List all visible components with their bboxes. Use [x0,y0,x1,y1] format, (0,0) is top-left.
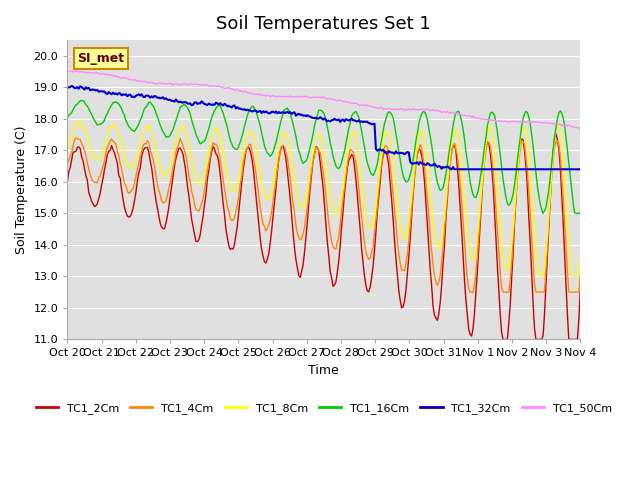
TC1_2Cm [499,336,507,342]
TC1_4Cm [345,153,353,159]
TC1_32Cm [448,167,456,172]
TC1_4Cm [467,289,474,295]
TC1_2Cm [454,166,461,171]
TC1_8Cm [609,274,617,279]
TC1_50Cm [536,120,544,126]
TC1_50Cm [83,70,91,76]
TC1_8Cm [346,135,354,141]
TC1_16Cm [536,201,544,207]
TC1_8Cm [100,143,108,148]
TC1_2Cm [611,295,618,300]
TC1_2Cm [99,175,107,181]
TC1_50Cm [611,131,618,137]
TC1_32Cm [100,89,108,95]
TC1_8Cm [83,135,91,141]
TC1_2Cm [63,179,71,184]
TC1_50Cm [609,132,617,137]
TC1_32Cm [611,167,618,172]
Line: TC1_50Cm: TC1_50Cm [67,71,614,134]
TC1_2Cm [536,336,544,342]
Legend: TC1_2Cm, TC1_4Cm, TC1_8Cm, TC1_16Cm, TC1_32Cm, TC1_50Cm: TC1_2Cm, TC1_4Cm, TC1_8Cm, TC1_16Cm, TC1… [31,399,616,419]
TC1_32Cm [83,86,91,92]
TC1_8Cm [63,145,71,151]
TC1_2Cm [82,173,90,179]
TC1_50Cm [455,112,463,118]
TC1_16Cm [611,211,618,216]
TC1_4Cm [99,163,107,168]
Line: TC1_8Cm: TC1_8Cm [67,120,614,276]
Line: TC1_4Cm: TC1_4Cm [67,137,614,292]
TC1_4Cm [454,152,461,158]
Text: SI_met: SI_met [77,52,125,65]
TC1_16Cm [79,97,87,103]
TC1_8Cm [536,274,544,279]
TC1_16Cm [346,120,354,126]
TC1_2Cm [609,327,617,333]
TC1_4Cm [63,160,71,166]
TC1_8Cm [76,118,84,123]
TC1_4Cm [536,289,544,295]
Line: TC1_32Cm: TC1_32Cm [67,86,614,169]
TC1_2Cm [345,157,353,163]
TC1_16Cm [609,211,617,216]
TC1_8Cm [538,274,545,279]
TC1_4Cm [611,280,618,286]
TC1_16Cm [63,115,71,121]
Title: Soil Temperatures Set 1: Soil Temperatures Set 1 [216,15,431,33]
TC1_32Cm [68,83,76,89]
TC1_16Cm [100,117,108,123]
Line: TC1_16Cm: TC1_16Cm [67,100,614,214]
TC1_50Cm [63,69,71,74]
TC1_2Cm [586,128,594,134]
TC1_8Cm [611,264,618,270]
TC1_32Cm [63,85,71,91]
TC1_50Cm [608,131,616,137]
TC1_32Cm [456,167,464,172]
TC1_16Cm [540,211,547,216]
TC1_50Cm [100,72,108,77]
TC1_32Cm [538,167,545,172]
TC1_4Cm [586,134,594,140]
TC1_4Cm [609,289,617,295]
TC1_50Cm [68,68,76,74]
X-axis label: Time: Time [308,364,339,377]
TC1_32Cm [346,117,354,123]
TC1_8Cm [455,135,463,141]
TC1_16Cm [455,108,463,114]
Line: TC1_2Cm: TC1_2Cm [67,131,614,339]
Y-axis label: Soil Temperature (C): Soil Temperature (C) [15,125,28,254]
TC1_4Cm [82,153,90,158]
TC1_50Cm [346,100,354,106]
TC1_16Cm [83,103,91,109]
TC1_32Cm [609,167,617,172]
